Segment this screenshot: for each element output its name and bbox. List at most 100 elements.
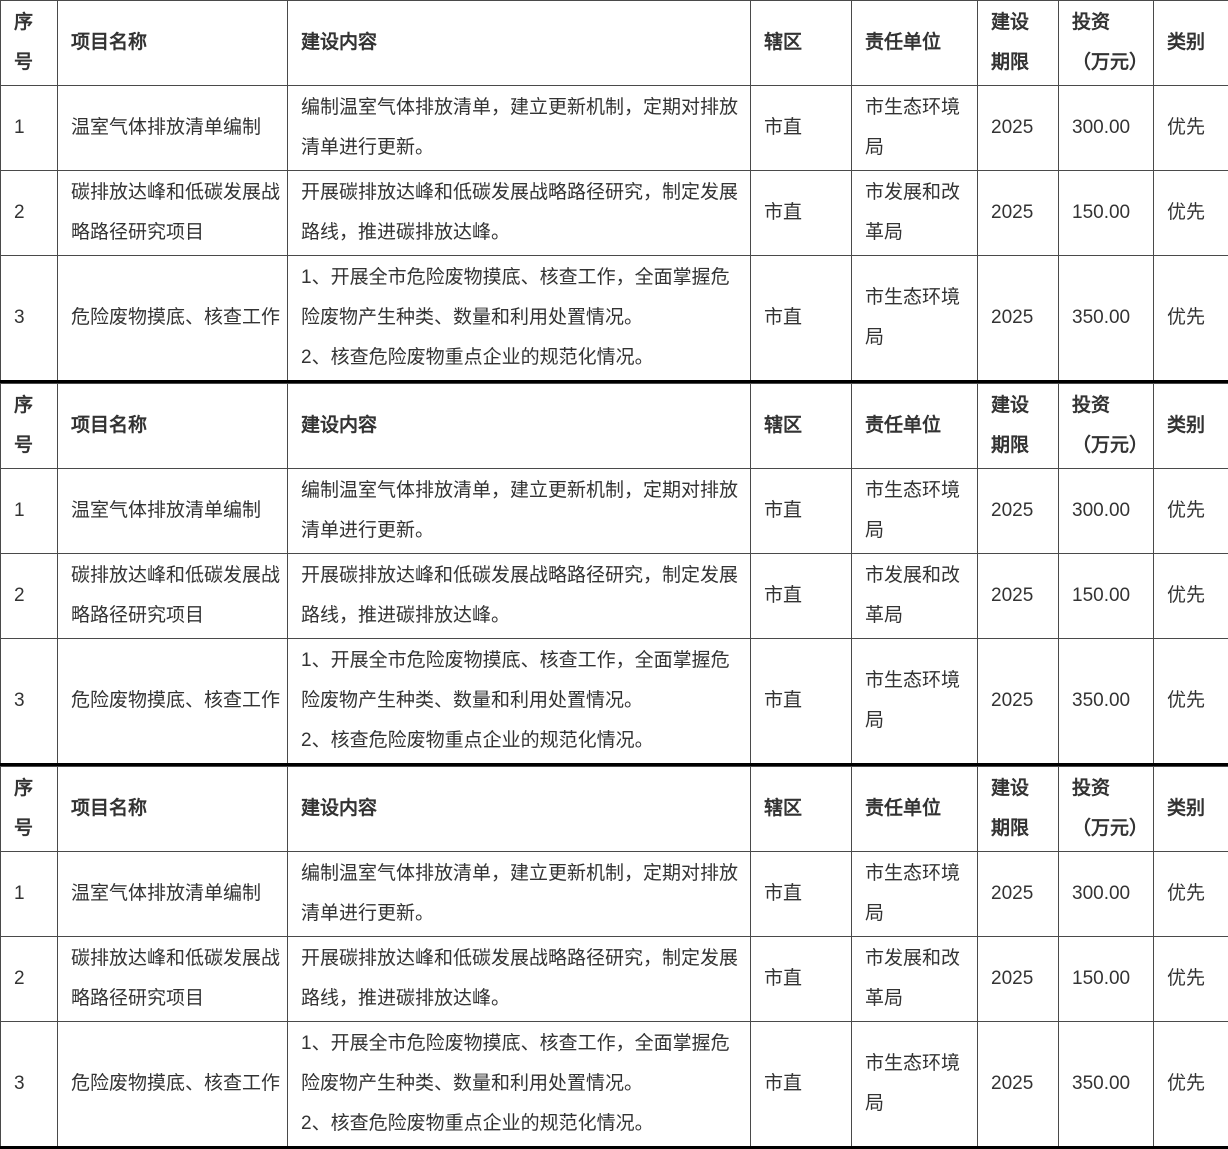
- header-cell-category: 类别: [1154, 767, 1228, 852]
- cell-responsible-unit: 市发展和改革局: [852, 554, 978, 639]
- cell-district: 市直: [751, 86, 852, 171]
- cell-project-name: 碳排放达峰和低碳发展战略路径研究项目: [58, 171, 288, 256]
- header-cell-district: 辖区: [751, 1, 852, 86]
- header-row: 序号 项目名称 建设内容 辖区 责任单位 建设 期限 投资 （万元） 类别: [1, 1, 1228, 86]
- header-cell-serial: 序号: [1, 384, 58, 469]
- header-cell-district: 辖区: [751, 384, 852, 469]
- cell-construction-content: 开展碳排放达峰和低碳发展战略路径研究，制定发展路线，推进碳排放达峰。: [288, 171, 751, 256]
- header-cell-construction-content: 建设内容: [288, 767, 751, 852]
- table-row: 1 温室气体排放清单编制 编制温室气体排放清单，建立更新机制，定期对排放清单进行…: [1, 852, 1228, 937]
- header-cell-project-name: 项目名称: [58, 1, 288, 86]
- header-cell-responsible-unit: 责任单位: [852, 384, 978, 469]
- cell-category: 优先: [1154, 937, 1228, 1022]
- cell-serial: 3: [1, 1022, 58, 1148]
- cell-investment: 300.00: [1059, 86, 1154, 171]
- cell-responsible-unit: 市生态环境局: [852, 86, 978, 171]
- cell-serial: 1: [1, 469, 58, 554]
- cell-project-name: 碳排放达峰和低碳发展战略路径研究项目: [58, 937, 288, 1022]
- cell-category: 优先: [1154, 554, 1228, 639]
- cell-responsible-unit: 市生态环境局: [852, 1022, 978, 1148]
- header-cell-serial: 序号: [1, 767, 58, 852]
- cell-responsible-unit: 市生态环境局: [852, 256, 978, 382]
- table-row: 2 碳排放达峰和低碳发展战略路径研究项目 开展碳排放达峰和低碳发展战略路径研究，…: [1, 554, 1228, 639]
- header-cell-construction-period: 建设 期限: [978, 384, 1059, 469]
- cell-construction-period: 2025: [978, 256, 1059, 382]
- cell-serial: 3: [1, 256, 58, 382]
- cell-construction-period: 2025: [978, 171, 1059, 256]
- cell-district: 市直: [751, 469, 852, 554]
- cell-investment: 150.00: [1059, 171, 1154, 256]
- cell-district: 市直: [751, 256, 852, 382]
- header-cell-construction-period: 建设 期限: [978, 1, 1059, 86]
- cell-project-name: 温室气体排放清单编制: [58, 86, 288, 171]
- cell-construction-content: 开展碳排放达峰和低碳发展战略路径研究，制定发展路线，推进碳排放达峰。: [288, 554, 751, 639]
- cell-investment: 300.00: [1059, 469, 1154, 554]
- header-cell-construction-content: 建设内容: [288, 384, 751, 469]
- header-row: 序号 项目名称 建设内容 辖区 责任单位 建设 期限 投资 （万元） 类别: [1, 767, 1228, 852]
- cell-district: 市直: [751, 852, 852, 937]
- project-table-section: 序号 项目名称 建设内容 辖区 责任单位 建设 期限 投资 （万元） 类别 1 …: [0, 383, 1228, 766]
- header-cell-project-name: 项目名称: [58, 384, 288, 469]
- cell-district: 市直: [751, 554, 852, 639]
- cell-construction-content: 开展碳排放达峰和低碳发展战略路径研究，制定发展路线，推进碳排放达峰。: [288, 937, 751, 1022]
- cell-serial: 1: [1, 852, 58, 937]
- cell-responsible-unit: 市生态环境局: [852, 852, 978, 937]
- table-row: 1 温室气体排放清单编制 编制温室气体排放清单，建立更新机制，定期对排放清单进行…: [1, 86, 1228, 171]
- cell-construction-content: 1、开展全市危险废物摸底、核查工作，全面掌握危险废物产生种类、数量和利用处置情况…: [288, 1022, 751, 1148]
- cell-construction-period: 2025: [978, 86, 1059, 171]
- cell-construction-content: 编制温室气体排放清单，建立更新机制，定期对排放清单进行更新。: [288, 469, 751, 554]
- cell-project-name: 危险废物摸底、核查工作: [58, 1022, 288, 1148]
- cell-category: 优先: [1154, 469, 1228, 554]
- cell-district: 市直: [751, 1022, 852, 1148]
- cell-construction-period: 2025: [978, 469, 1059, 554]
- cell-investment: 350.00: [1059, 1022, 1154, 1148]
- cell-project-name: 危险废物摸底、核查工作: [58, 256, 288, 382]
- cell-category: 优先: [1154, 256, 1228, 382]
- table-row: 2 碳排放达峰和低碳发展战略路径研究项目 开展碳排放达峰和低碳发展战略路径研究，…: [1, 937, 1228, 1022]
- cell-responsible-unit: 市生态环境局: [852, 469, 978, 554]
- cell-category: 优先: [1154, 852, 1228, 937]
- cell-category: 优先: [1154, 1022, 1228, 1148]
- cell-category: 优先: [1154, 639, 1228, 765]
- cell-district: 市直: [751, 937, 852, 1022]
- cell-investment: 350.00: [1059, 256, 1154, 382]
- cell-investment: 350.00: [1059, 639, 1154, 765]
- cell-serial: 1: [1, 86, 58, 171]
- header-cell-serial: 序号: [1, 1, 58, 86]
- cell-responsible-unit: 市发展和改革局: [852, 937, 978, 1022]
- cell-construction-content: 1、开展全市危险废物摸底、核查工作，全面掌握危险废物产生种类、数量和利用处置情况…: [288, 256, 751, 382]
- header-cell-category: 类别: [1154, 384, 1228, 469]
- cell-district: 市直: [751, 171, 852, 256]
- header-cell-construction-content: 建设内容: [288, 1, 751, 86]
- cell-category: 优先: [1154, 86, 1228, 171]
- header-cell-project-name: 项目名称: [58, 767, 288, 852]
- cell-investment: 300.00: [1059, 852, 1154, 937]
- cell-project-name: 温室气体排放清单编制: [58, 469, 288, 554]
- cell-construction-period: 2025: [978, 1022, 1059, 1148]
- header-cell-responsible-unit: 责任单位: [852, 1, 978, 86]
- cell-serial: 3: [1, 639, 58, 765]
- header-cell-construction-period: 建设 期限: [978, 767, 1059, 852]
- cell-serial: 2: [1, 554, 58, 639]
- cell-construction-period: 2025: [978, 937, 1059, 1022]
- cell-construction-content: 编制温室气体排放清单，建立更新机制，定期对排放清单进行更新。: [288, 86, 751, 171]
- cell-responsible-unit: 市生态环境局: [852, 639, 978, 765]
- cell-project-name: 碳排放达峰和低碳发展战略路径研究项目: [58, 554, 288, 639]
- header-cell-investment: 投资 （万元）: [1059, 1, 1154, 86]
- table-row: 3 危险废物摸底、核查工作 1、开展全市危险废物摸底、核查工作，全面掌握危险废物…: [1, 639, 1228, 765]
- project-table-section: 序号 项目名称 建设内容 辖区 责任单位 建设 期限 投资 （万元） 类别 1 …: [0, 0, 1228, 383]
- cell-construction-content: 1、开展全市危险废物摸底、核查工作，全面掌握危险废物产生种类、数量和利用处置情况…: [288, 639, 751, 765]
- cell-district: 市直: [751, 639, 852, 765]
- cell-investment: 150.00: [1059, 554, 1154, 639]
- header-cell-category: 类别: [1154, 1, 1228, 86]
- cell-responsible-unit: 市发展和改革局: [852, 171, 978, 256]
- header-cell-investment: 投资 （万元）: [1059, 767, 1154, 852]
- table-row: 3 危险废物摸底、核查工作 1、开展全市危险废物摸底、核查工作，全面掌握危险废物…: [1, 1022, 1228, 1148]
- cell-project-name: 温室气体排放清单编制: [58, 852, 288, 937]
- header-cell-investment: 投资 （万元）: [1059, 384, 1154, 469]
- project-table-section: 序号 项目名称 建设内容 辖区 责任单位 建设 期限 投资 （万元） 类别 1 …: [0, 766, 1228, 1149]
- cell-construction-period: 2025: [978, 852, 1059, 937]
- cell-construction-period: 2025: [978, 639, 1059, 765]
- cell-project-name: 危险废物摸底、核查工作: [58, 639, 288, 765]
